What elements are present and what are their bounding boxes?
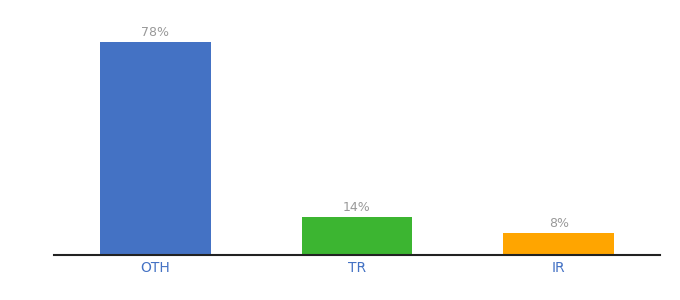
Bar	[100, 42, 211, 255]
Text: 14%: 14%	[343, 200, 371, 214]
Text: 78%: 78%	[141, 26, 169, 39]
Bar	[503, 233, 614, 255]
Bar	[301, 217, 413, 255]
Text: 8%: 8%	[549, 217, 568, 230]
